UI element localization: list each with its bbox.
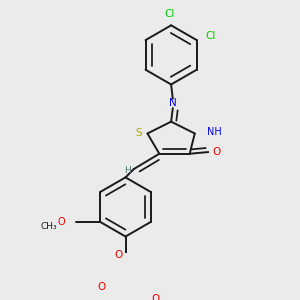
Text: H: H: [124, 166, 130, 175]
Text: O: O: [115, 250, 123, 260]
Text: O: O: [151, 294, 159, 300]
Text: N: N: [169, 98, 177, 108]
Text: O: O: [57, 217, 65, 227]
Text: Cl: Cl: [164, 8, 175, 19]
Text: NH: NH: [207, 127, 221, 137]
Text: O: O: [213, 147, 221, 157]
Text: Cl: Cl: [205, 31, 215, 41]
Text: CH₃: CH₃: [41, 222, 58, 231]
Text: S: S: [136, 128, 142, 139]
Text: O: O: [97, 282, 105, 292]
